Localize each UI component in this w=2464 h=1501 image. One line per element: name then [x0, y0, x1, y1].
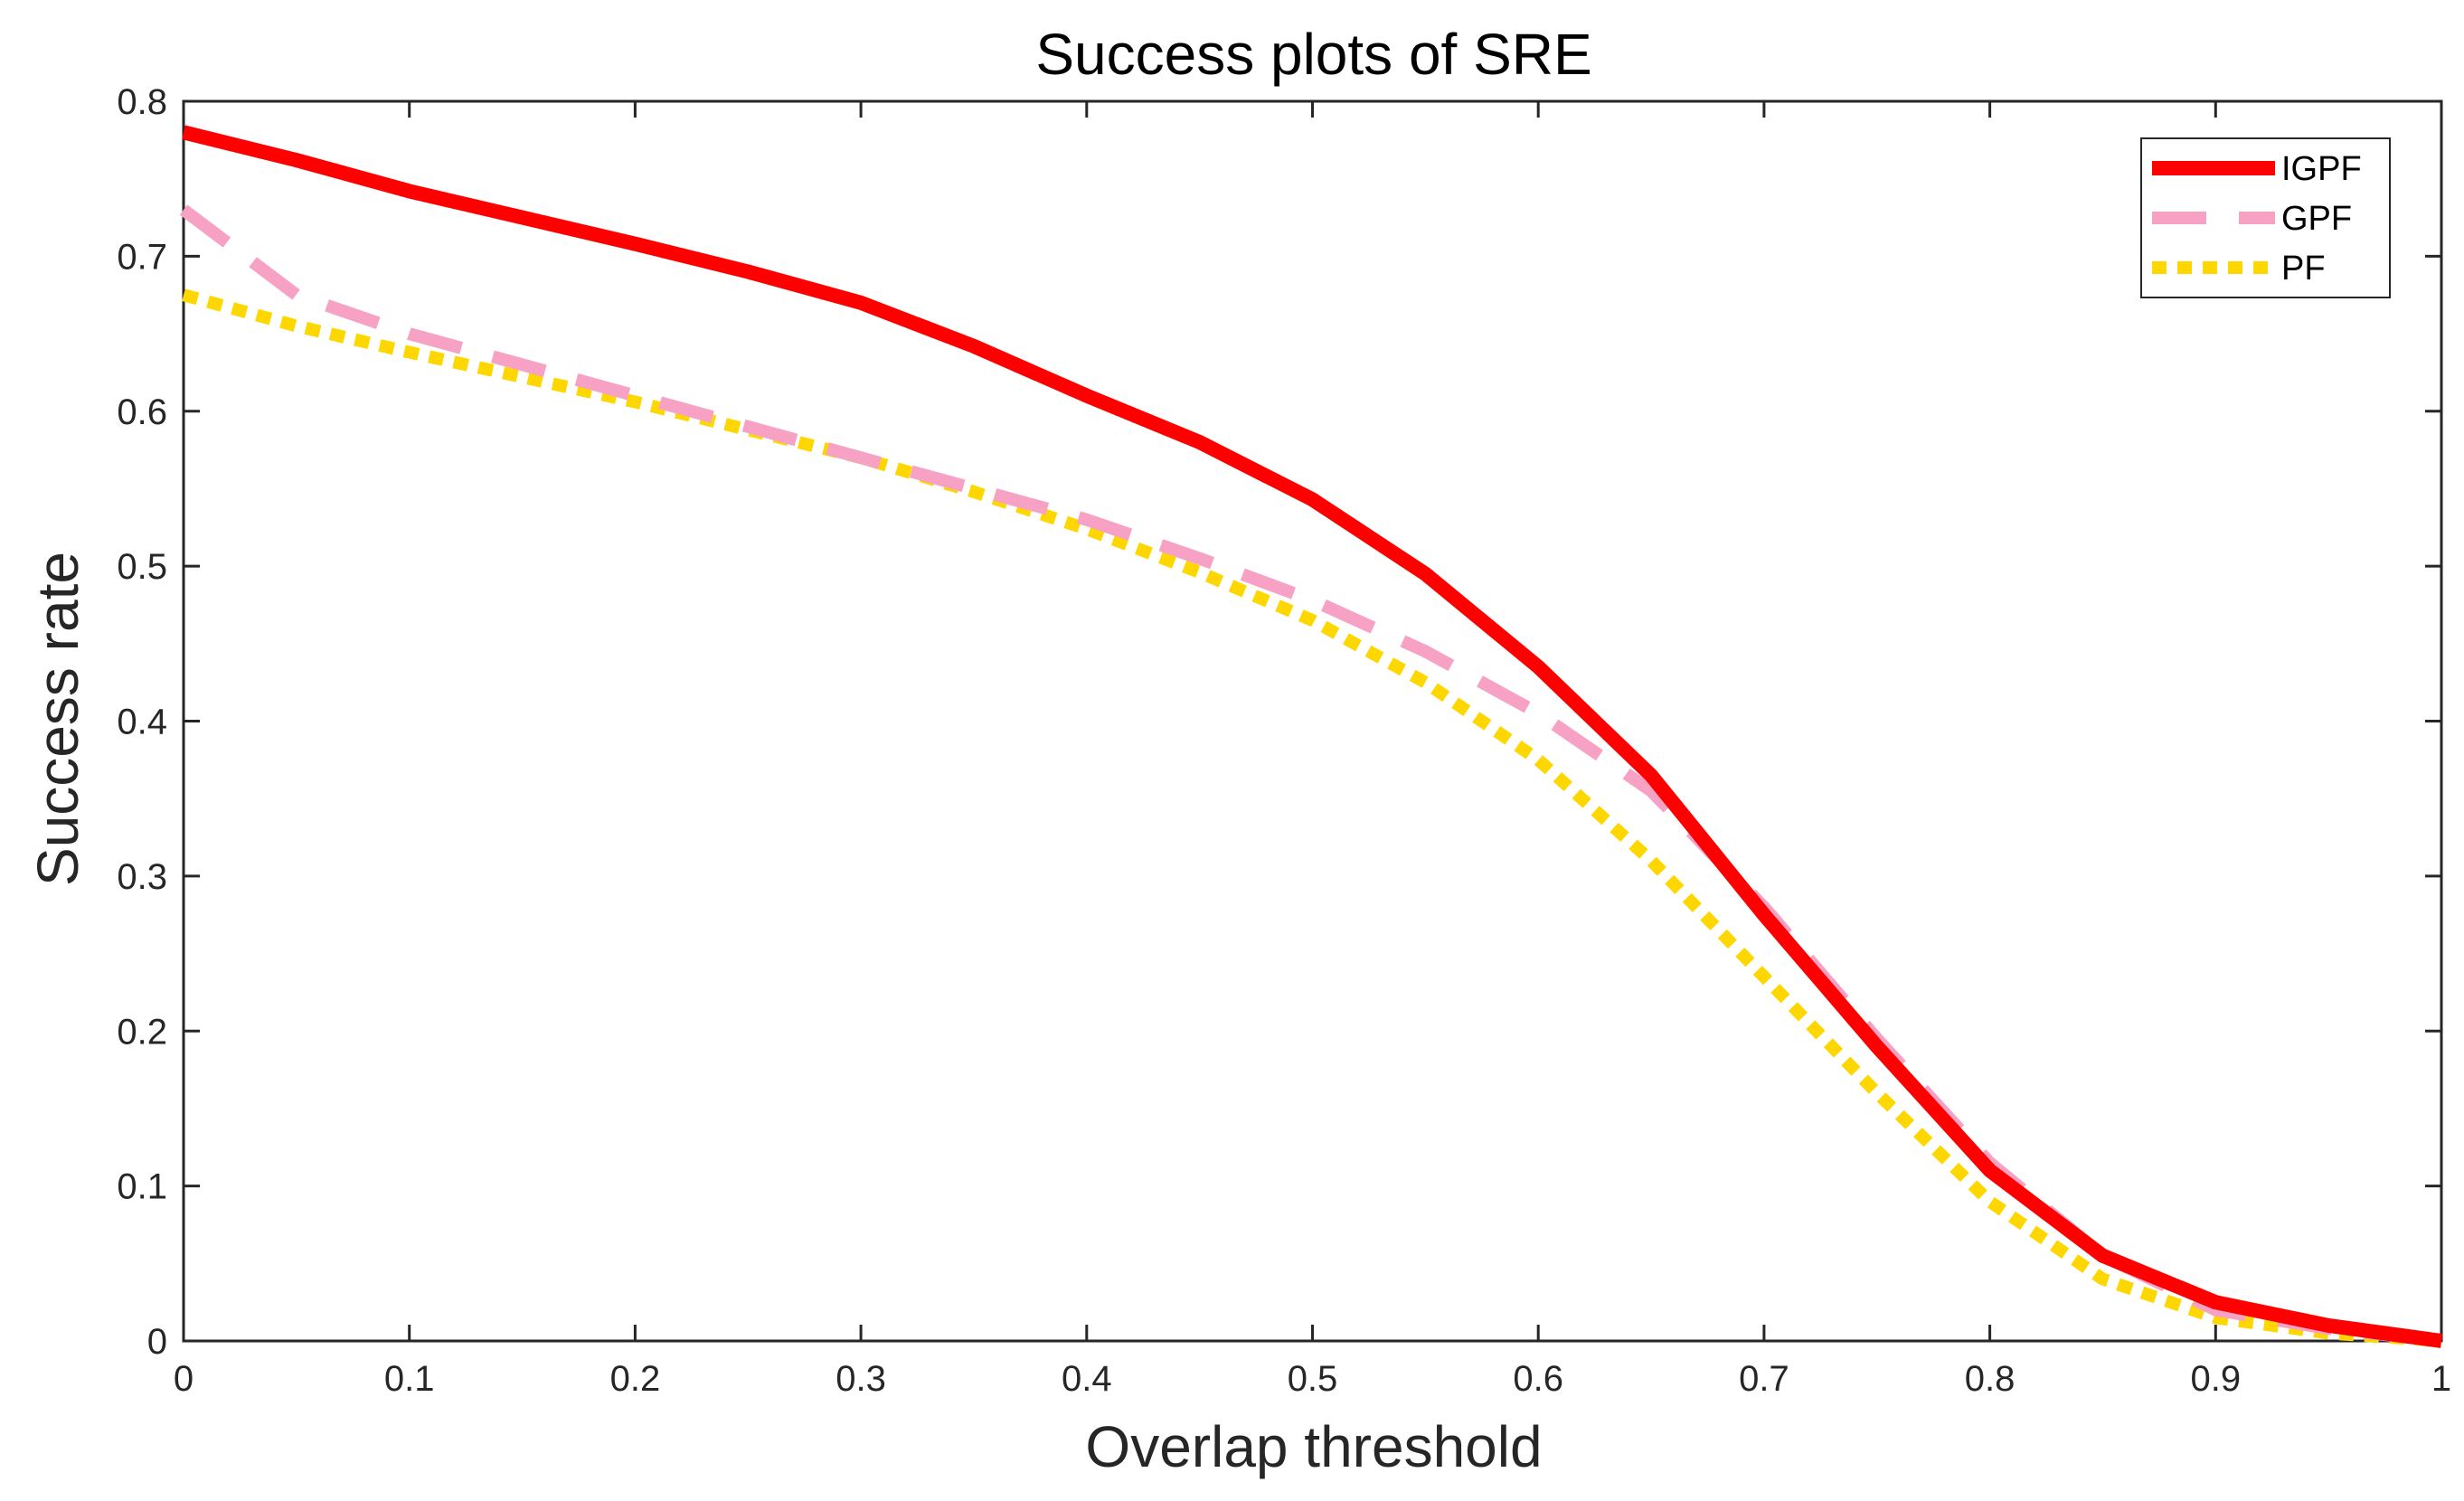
- legend-label-igpf: IGPF: [2281, 150, 2362, 188]
- x-tick-label: 0.9: [2190, 1359, 2241, 1399]
- x-tick-label: 0.2: [610, 1359, 661, 1399]
- y-tick-label: 0.3: [117, 857, 167, 897]
- y-tick-label: 0.6: [117, 392, 167, 432]
- x-tick-label: 0.5: [1288, 1359, 1338, 1399]
- y-tick-label: 0.5: [117, 547, 167, 587]
- y-tick-label: 0.2: [117, 1012, 167, 1052]
- x-tick-label: 0.6: [1513, 1359, 1563, 1399]
- x-tick-label: 0: [174, 1359, 194, 1399]
- x-tick-label: 0.3: [835, 1359, 886, 1399]
- y-tick-label: 0.8: [117, 82, 167, 122]
- y-tick-label: 0: [147, 1322, 167, 1362]
- x-tick-label: 1: [2431, 1359, 2451, 1399]
- axis-ticks: 0 0.1 0.2 0.3 0.4 0.5 0.6 0.7 0.8 0.9 1 0 0.1 0.2 0.3 0…: [117, 82, 2451, 1399]
- x-axis-title: Overlap threshold: [1085, 1414, 1542, 1479]
- y-tick-label: 0.1: [117, 1167, 167, 1207]
- x-tick-label: 0.4: [1062, 1359, 1112, 1399]
- x-tick-label: 0.1: [384, 1359, 435, 1399]
- series-line-igpf: [182, 125, 2443, 1348]
- x-tick-label: 0.7: [1739, 1359, 1789, 1399]
- series-layer: [179, 125, 2443, 1348]
- legend-label-gpf: GPF: [2281, 200, 2352, 238]
- chart-title: Success plots of SRE: [1035, 22, 1591, 87]
- y-axis-title: Success rate: [25, 552, 90, 886]
- y-tick-label: 0.4: [117, 703, 167, 742]
- legend-label-pf: PF: [2281, 250, 2326, 288]
- x-tick-label: 0.8: [1965, 1359, 2016, 1399]
- y-tick-label: 0.7: [117, 237, 167, 277]
- legend: IGPF GPF PF: [2140, 137, 2391, 298]
- series-line-pf: [182, 288, 2442, 1347]
